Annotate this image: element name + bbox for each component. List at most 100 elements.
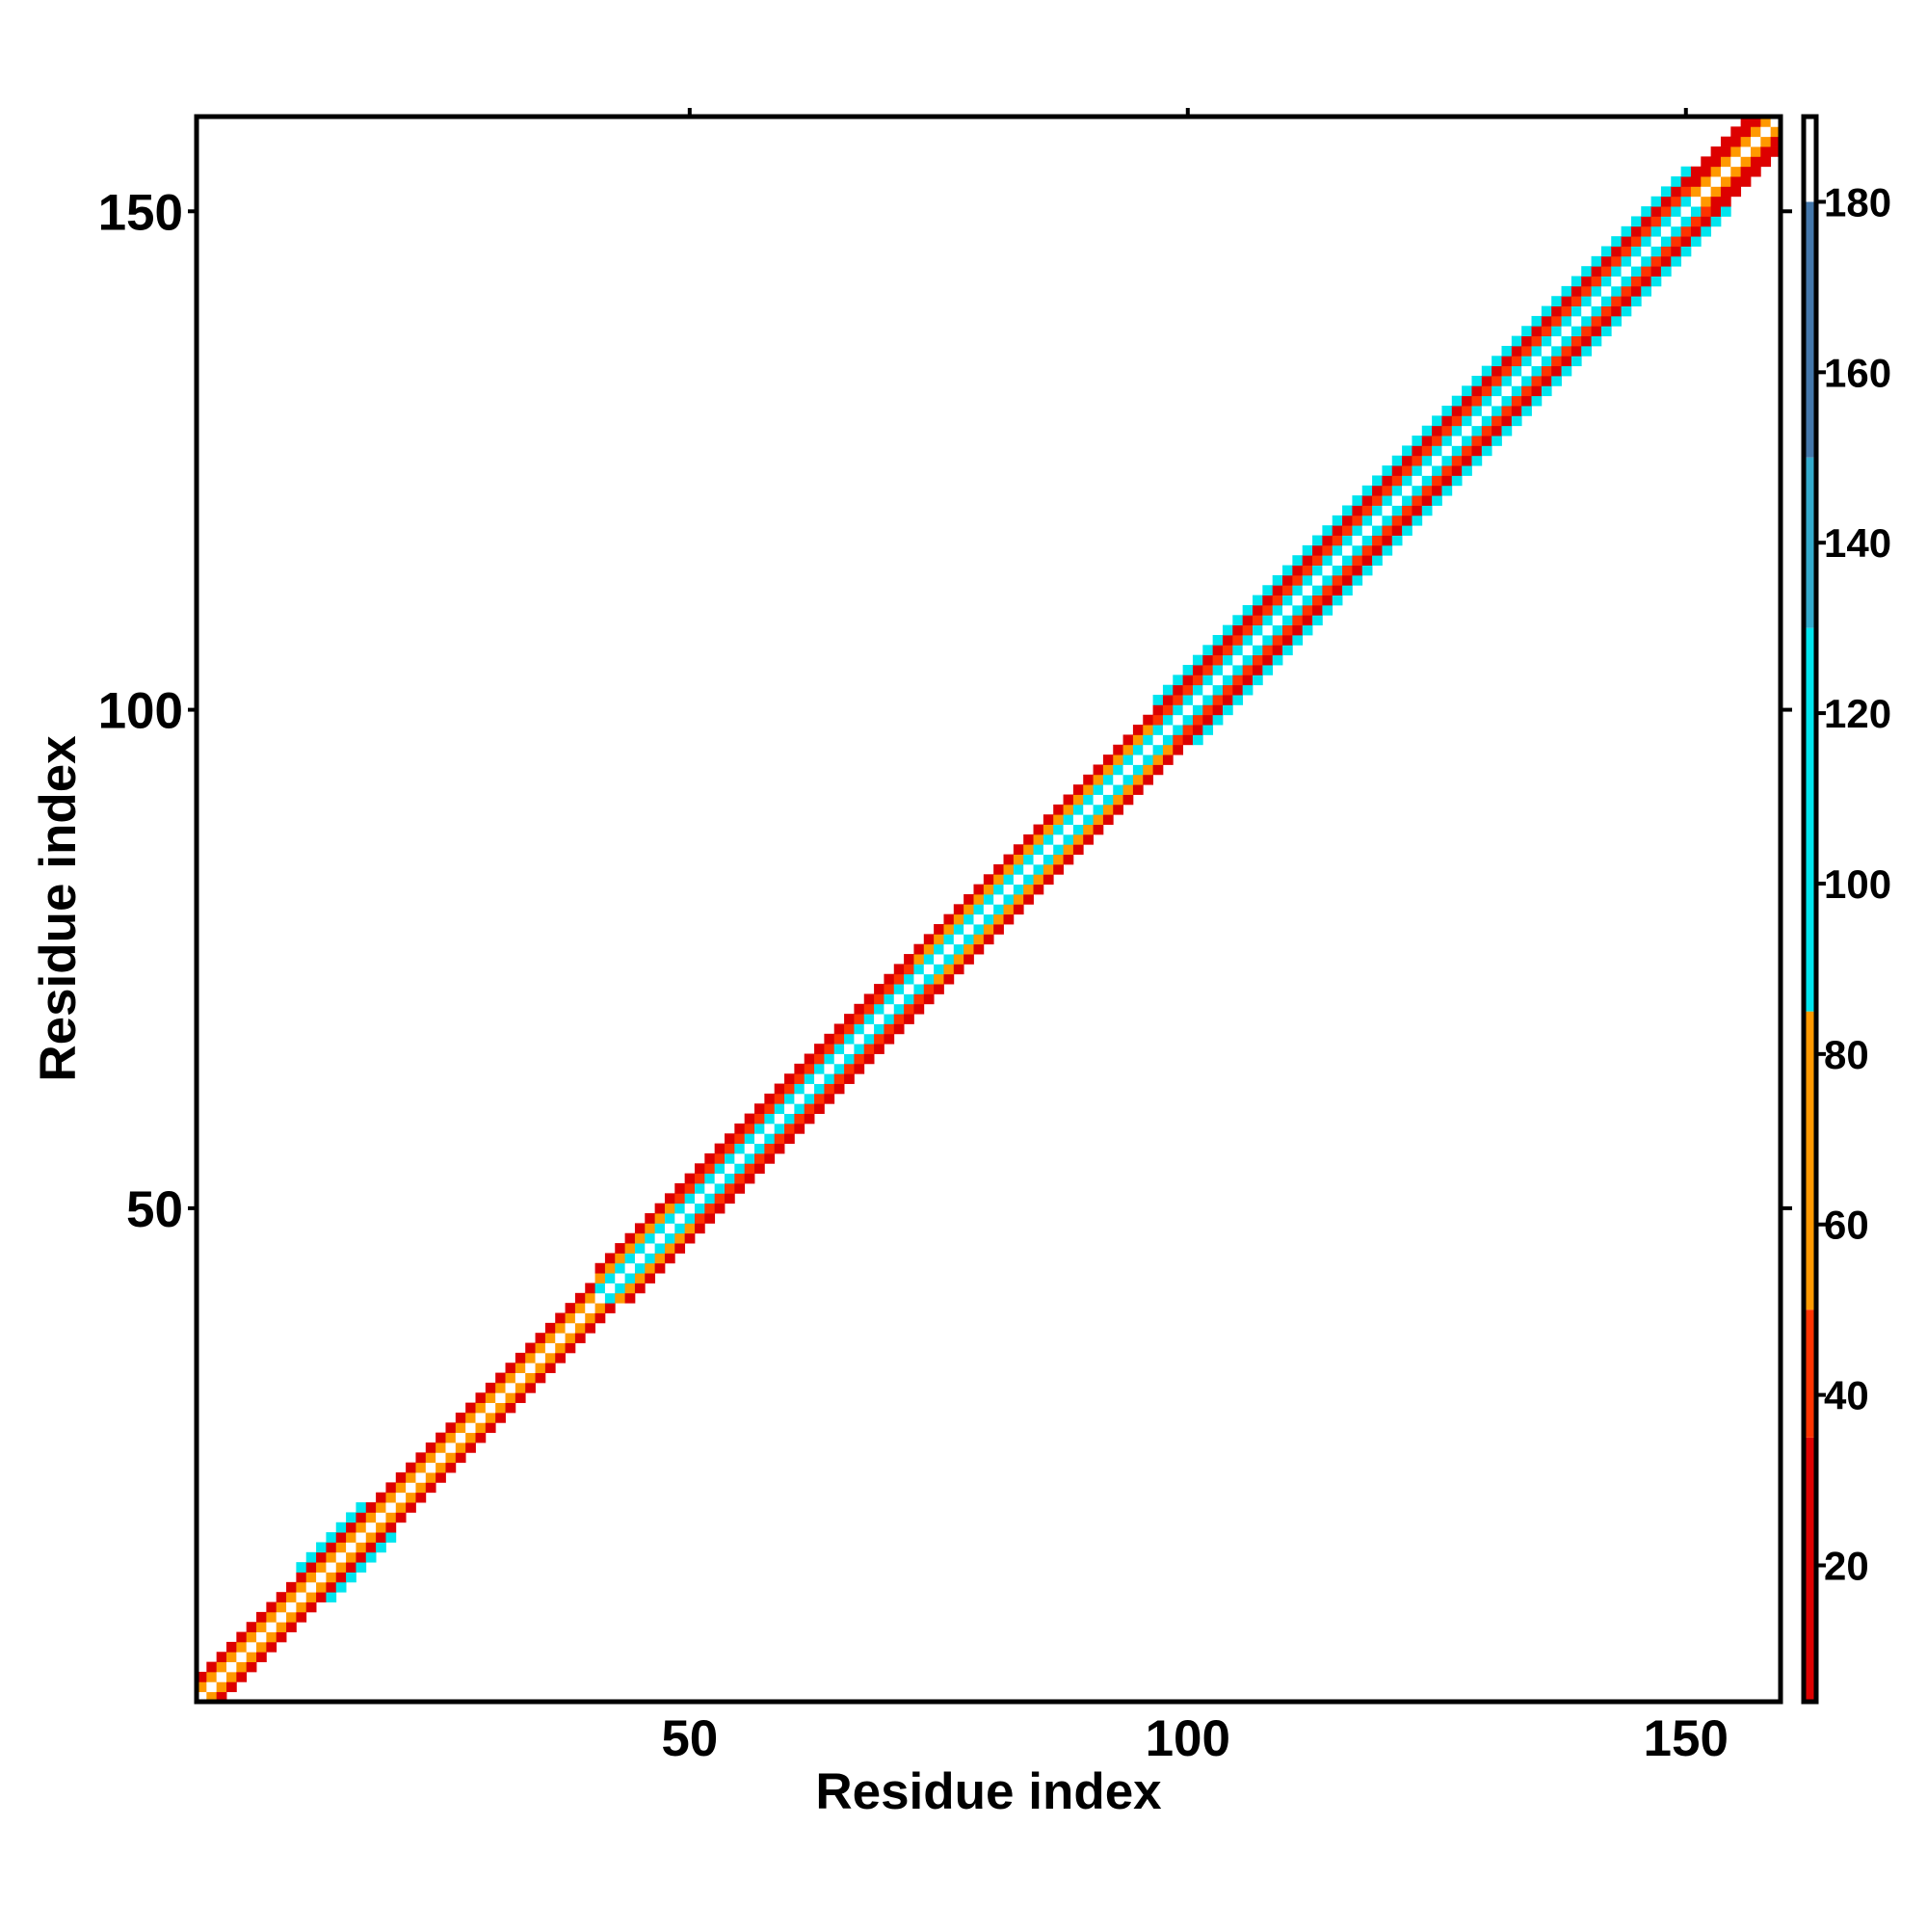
heatmap-cell xyxy=(1192,665,1203,675)
heatmap-cell xyxy=(1322,595,1333,606)
heatmap-cell xyxy=(1312,595,1323,606)
heatmap-cell xyxy=(1471,415,1483,427)
heatmap-cell xyxy=(1701,156,1712,168)
heatmap-cell xyxy=(1521,356,1532,367)
heatmap-cell xyxy=(923,934,935,945)
heatmap-cell xyxy=(415,1472,427,1483)
heatmap-cell xyxy=(1750,136,1761,147)
heatmap-cell xyxy=(684,1193,696,1204)
heatmap-cell xyxy=(1462,465,1472,476)
heatmap-cell xyxy=(395,1502,407,1513)
heatmap-cell xyxy=(913,964,925,975)
heatmap-cell xyxy=(1481,406,1492,416)
heatmap-cell xyxy=(1253,675,1263,686)
heatmap-cell xyxy=(1013,854,1024,865)
heatmap-cell xyxy=(206,1691,218,1703)
heatmap-cell xyxy=(415,1492,427,1503)
heatmap-cell xyxy=(1680,216,1692,227)
y-tick-label: 150 xyxy=(98,184,183,241)
heatmap-cell xyxy=(256,1631,267,1643)
heatmap-cell xyxy=(445,1462,457,1473)
heatmap-cell xyxy=(1202,675,1214,686)
heatmap-cell xyxy=(904,1014,914,1024)
heatmap-cell xyxy=(1541,326,1552,337)
heatmap-cell xyxy=(694,1203,705,1214)
heatmap-cell xyxy=(654,1213,666,1224)
heatmap-cell xyxy=(1720,206,1731,217)
heatmap-cell xyxy=(1630,216,1642,227)
heatmap-cell xyxy=(1352,505,1363,516)
heatmap-cell xyxy=(445,1422,457,1434)
heatmap-cell xyxy=(953,943,964,955)
heatmap-cell xyxy=(465,1412,476,1423)
heatmap-cell xyxy=(1481,395,1492,407)
heatmap-cell xyxy=(1063,824,1074,835)
heatmap-cell xyxy=(1760,117,1772,127)
heatmap-cell xyxy=(934,924,944,935)
heatmap-cell xyxy=(1063,794,1074,806)
heatmap-cell xyxy=(784,1073,795,1084)
heatmap-cell xyxy=(1402,525,1412,536)
heatmap-cell xyxy=(964,943,974,955)
heatmap-cell xyxy=(1093,774,1104,785)
heatmap-cell xyxy=(385,1492,397,1503)
heatmap-cell xyxy=(1152,714,1164,726)
heatmap-cell xyxy=(385,1512,397,1523)
heatmap-cell xyxy=(305,1551,317,1563)
heatmap-cell xyxy=(1192,734,1203,746)
heatmap-cell xyxy=(934,964,944,975)
heatmap-cell xyxy=(1332,515,1343,526)
heatmap-cell xyxy=(1232,645,1244,656)
heatmap-cell xyxy=(565,1322,576,1334)
heatmap-cell xyxy=(1511,395,1522,407)
heatmap-cell xyxy=(734,1123,746,1134)
heatmap-cell xyxy=(645,1273,656,1284)
heatmap-cell xyxy=(206,1671,218,1682)
heatmap-cell xyxy=(495,1402,506,1414)
x-tick-label: 100 xyxy=(1146,1710,1230,1767)
heatmap-cell xyxy=(1611,266,1622,277)
heatmap-cell xyxy=(1143,725,1153,735)
heatmap-cell xyxy=(1322,585,1333,596)
heatmap-cell xyxy=(1660,255,1672,267)
heatmap-cell xyxy=(296,1592,307,1602)
heatmap-cell xyxy=(1561,305,1572,317)
heatmap-cell xyxy=(714,1183,726,1194)
heatmap-cell xyxy=(814,1093,825,1104)
heatmap-cell xyxy=(594,1312,606,1324)
colorbar-band xyxy=(1804,1437,1816,1702)
heatmap-cell xyxy=(973,913,985,925)
heatmap-cell xyxy=(714,1152,726,1164)
heatmap-cell xyxy=(1630,285,1642,297)
heatmap-cell xyxy=(356,1532,367,1543)
heatmap-cell xyxy=(1232,654,1244,666)
heatmap-cell xyxy=(1701,216,1712,227)
colorbar-tick-label: 80 xyxy=(1824,1032,1869,1077)
heatmap-cell xyxy=(1063,804,1074,815)
heatmap-cell xyxy=(1720,186,1731,198)
heatmap-cell xyxy=(525,1342,536,1354)
heatmap-cell xyxy=(1491,395,1502,407)
heatmap-cell xyxy=(604,1262,616,1274)
heatmap-cell xyxy=(1660,206,1672,217)
heatmap-cell xyxy=(1102,804,1114,815)
heatmap-cell xyxy=(804,1103,815,1114)
heatmap-cell xyxy=(1531,395,1543,407)
x-axis-title: Residue index xyxy=(815,1763,1162,1820)
heatmap-cell xyxy=(844,1044,855,1054)
heatmap-cell xyxy=(774,1123,785,1134)
heatmap-cell xyxy=(1072,784,1084,795)
heatmap-cell xyxy=(1013,884,1024,895)
heatmap-cell xyxy=(833,1033,845,1045)
heatmap-cell xyxy=(1342,574,1353,586)
heatmap-cell xyxy=(1600,276,1612,287)
heatmap-cell xyxy=(863,1053,875,1065)
heatmap-cell xyxy=(335,1551,347,1563)
heatmap-cell xyxy=(1600,315,1612,327)
heatmap-cell xyxy=(893,1003,905,1015)
heatmap-cell xyxy=(1072,794,1084,806)
heatmap-cell xyxy=(1600,296,1612,306)
heatmap-cell xyxy=(824,1063,835,1074)
heatmap-cell xyxy=(356,1551,367,1563)
heatmap-cell xyxy=(346,1542,356,1553)
